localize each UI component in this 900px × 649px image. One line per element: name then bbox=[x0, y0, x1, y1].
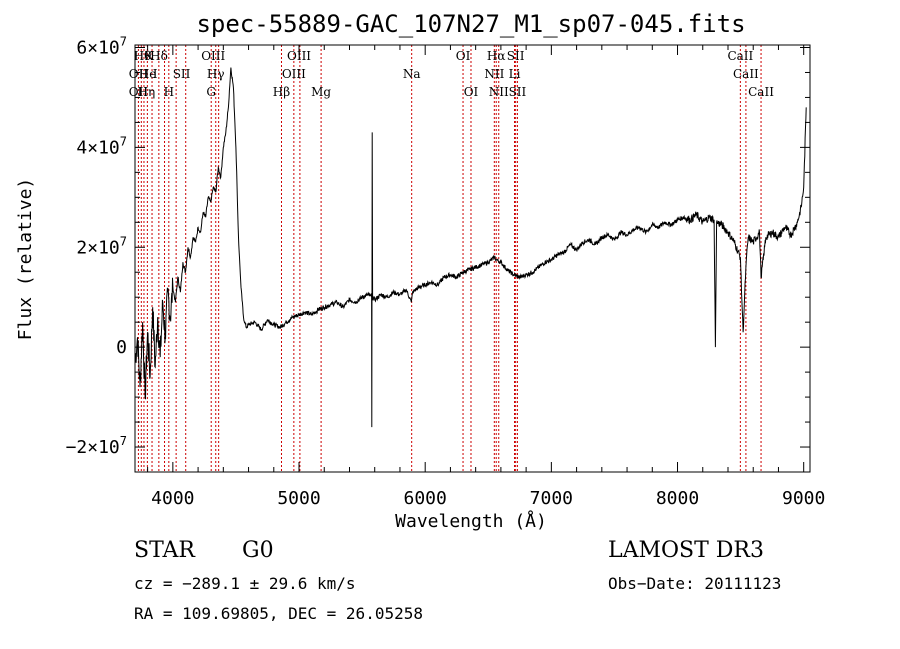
x-tick-label: 6000 bbox=[404, 488, 447, 509]
line-label: OIII bbox=[282, 67, 306, 81]
y-tick-label: 6×107 bbox=[76, 34, 127, 58]
line-label: OIII bbox=[201, 49, 225, 63]
line-label: CaII bbox=[727, 49, 753, 63]
line-label: Li bbox=[509, 67, 521, 81]
line-label: SII bbox=[509, 85, 527, 99]
line-label: K bbox=[144, 49, 154, 63]
x-tick-label: 8000 bbox=[656, 488, 699, 509]
y-tick-label: 2×107 bbox=[76, 234, 127, 258]
line-label: Na bbox=[403, 67, 421, 81]
plot-frame bbox=[134, 44, 811, 473]
class-label: STAR bbox=[134, 538, 195, 563]
y-tick-mantissa: −2×10 bbox=[66, 437, 120, 458]
y-tick-label: 0 bbox=[116, 337, 127, 358]
y-tick-exponent: 7 bbox=[120, 34, 127, 48]
y-tick-mantissa: 6×10 bbox=[76, 37, 119, 58]
subclass-label: G0 bbox=[242, 538, 274, 563]
x-tick-label: 5000 bbox=[277, 488, 320, 509]
line-label: I bbox=[153, 67, 158, 81]
y-tick-label: 4×107 bbox=[76, 134, 127, 158]
y-tick-exponent: 7 bbox=[120, 234, 127, 248]
spectrum-line bbox=[135, 67, 807, 428]
y-tick-label: −2×107 bbox=[66, 434, 127, 458]
y-tick-mantissa: 0 bbox=[116, 337, 127, 358]
line-label: OII bbox=[129, 67, 149, 81]
line-label: Hδ bbox=[150, 49, 168, 63]
line-label: OI bbox=[464, 85, 479, 99]
line-label: H bbox=[164, 85, 174, 99]
line-label: OI bbox=[456, 49, 471, 63]
y-tick-exponent: 7 bbox=[120, 434, 127, 448]
line-label: OIII bbox=[287, 49, 311, 63]
y-tick-exponent: 7 bbox=[120, 134, 127, 148]
obs-date-text: Obs−Date: 20111123 bbox=[608, 574, 782, 593]
y-tick-mantissa: 4×10 bbox=[76, 137, 119, 158]
y-axis-label: Flux (relative) bbox=[15, 178, 36, 341]
x-axis-ticks: 4000 5000 6000 7000 8000 9000 bbox=[147, 45, 825, 509]
line-label: G bbox=[206, 85, 216, 99]
line-label: SII bbox=[173, 67, 191, 81]
chart-title: spec-55889-GAC_107N27_M1_sp07-045.fits bbox=[196, 10, 745, 38]
line-label: CaII bbox=[733, 67, 759, 81]
x-tick-label: 7000 bbox=[530, 488, 573, 509]
redshift-text: cz = −289.1 ± 29.6 km/s bbox=[134, 574, 356, 593]
line-label: Hγ bbox=[207, 67, 225, 81]
coordinates-text: RA = 109.69805, DEC = 26.05258 bbox=[134, 604, 423, 623]
x-tick-label: 4000 bbox=[151, 488, 194, 509]
line-label: Hα bbox=[487, 49, 506, 63]
spectrum-series bbox=[135, 67, 807, 428]
x-tick-label: 9000 bbox=[782, 488, 825, 509]
y-tick-mantissa: 2×10 bbox=[76, 237, 119, 258]
x-axis-label: Wavelength (Å) bbox=[395, 510, 547, 532]
line-label: Hθ bbox=[134, 49, 152, 63]
line-label: OII bbox=[129, 85, 149, 99]
line-label: NII bbox=[489, 85, 509, 99]
emission-line-markers bbox=[137, 45, 762, 472]
line-label: SII bbox=[507, 49, 525, 63]
line-label: NII bbox=[484, 67, 504, 81]
survey-label: LAMOST DR3 bbox=[608, 538, 764, 563]
line-label: Hη bbox=[138, 85, 156, 99]
line-label: He bbox=[139, 67, 157, 81]
line-label: CaII bbox=[748, 85, 774, 99]
line-label: Hβ bbox=[273, 85, 290, 99]
line-label: Mg bbox=[311, 85, 331, 99]
